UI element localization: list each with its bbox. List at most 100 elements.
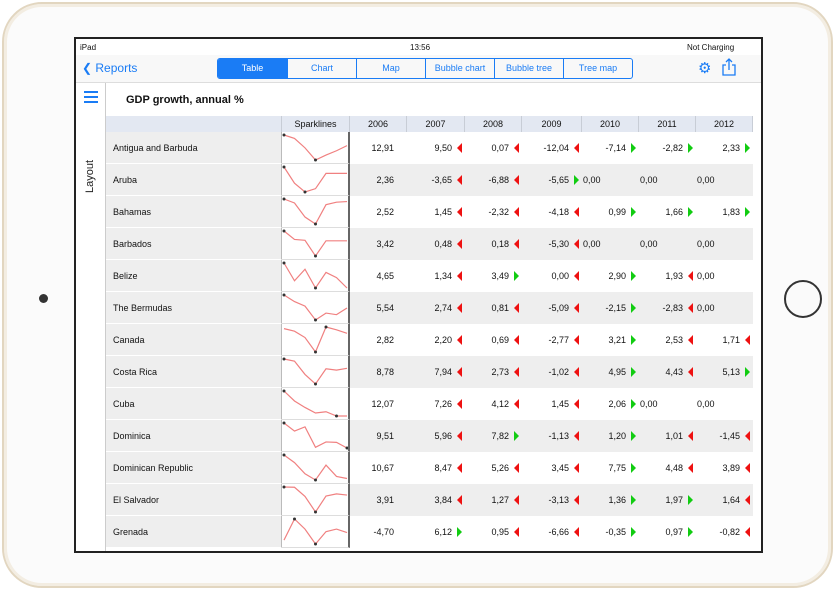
header-year[interactable]: 2011 — [639, 116, 696, 132]
value-cell: 0,00 — [582, 228, 639, 260]
table-row: Aruba 2,36 -3,65 -6,88 -5,65 0,00 0,00 0,00 — [106, 164, 753, 196]
sparkline-point — [282, 229, 286, 233]
value-cell: 1,83 — [696, 196, 753, 228]
value: 0,99 — [608, 207, 626, 217]
home-button[interactable] — [784, 280, 822, 318]
camera — [39, 294, 48, 303]
value-cell: 2,74 — [407, 292, 465, 324]
sparkline-point — [314, 222, 317, 226]
value-cell: 0,00 — [639, 388, 696, 420]
trend-down-icon — [457, 175, 462, 185]
trend-down-icon — [514, 303, 519, 313]
value-cell: 0,97 — [639, 516, 696, 548]
trend-down-icon — [574, 367, 579, 377]
sparkline-line — [283, 358, 348, 385]
sparkline — [282, 324, 350, 356]
trend-down-icon — [574, 527, 579, 537]
tab-bubble-tree[interactable]: Bubble tree — [494, 59, 563, 78]
value: 0,18 — [491, 239, 509, 249]
trend-down-icon — [514, 367, 519, 377]
country-name: Belize — [106, 260, 282, 292]
trend-down-icon — [514, 207, 519, 217]
sparkline-point — [282, 165, 286, 169]
sparkline-chart — [282, 389, 347, 418]
sparkline — [282, 164, 350, 196]
sparkline — [282, 388, 350, 420]
header-year[interactable]: 2006 — [350, 116, 407, 132]
value-cell: 0,00 — [639, 164, 696, 196]
layout-tab[interactable]: Layout — [84, 159, 96, 193]
country-name: Barbados — [106, 228, 282, 260]
back-label: Reports — [95, 61, 138, 75]
value-cell: 4,95 — [582, 356, 639, 388]
header-year[interactable]: 2009 — [522, 116, 582, 132]
trend-down-icon — [574, 495, 579, 505]
trend-down-icon — [574, 399, 579, 409]
value: 1,34 — [434, 271, 452, 281]
table-row: Barbados 3,42 0,48 0,18 -5,30 0,00 0,00 0,00 — [106, 228, 753, 260]
trend-down-icon — [688, 335, 693, 345]
header-year[interactable]: 2012 — [696, 116, 753, 132]
tab-chart[interactable]: Chart — [287, 59, 356, 78]
trend-down-icon — [457, 143, 462, 153]
tab-tree-map[interactable]: Tree map — [563, 59, 632, 78]
sparkline-chart — [282, 165, 347, 194]
value: 1,45 — [551, 399, 569, 409]
trend-down-icon — [745, 431, 750, 441]
value-cell: 3,21 — [582, 324, 639, 356]
value: -2,77 — [548, 335, 569, 345]
sparkline-point — [324, 325, 328, 329]
sparkline-chart — [282, 453, 348, 482]
status-bar: iPad 13:56 Not Charging — [76, 39, 761, 55]
trend-down-icon — [688, 271, 693, 281]
value-cell: 1,97 — [639, 484, 696, 516]
trend-up-icon — [631, 463, 636, 473]
tab-bubble-chart[interactable]: Bubble chart — [425, 59, 494, 78]
share-icon[interactable] — [722, 58, 736, 76]
value-cell: -5,09 — [522, 292, 582, 324]
trend-down-icon — [514, 399, 519, 409]
value-cell: 5,13 — [696, 356, 753, 388]
sparkline — [282, 132, 350, 164]
value-cell: -2,83 — [639, 292, 696, 324]
value-cell: 5,96 — [407, 420, 465, 452]
trend-down-icon — [745, 527, 750, 537]
sparkline — [282, 356, 350, 388]
value-cell: 8,47 — [407, 452, 465, 484]
trend-up-icon — [631, 271, 636, 281]
sparkline-line — [283, 230, 347, 258]
header-year[interactable]: 2010 — [582, 116, 639, 132]
tab-map[interactable]: Map — [356, 59, 425, 78]
value: 3,49 — [491, 271, 509, 281]
table-row: Bahamas 2,52 1,45 -2,32 -4,18 0,99 1,66 1,83 — [106, 196, 753, 228]
trend-down-icon — [574, 239, 579, 249]
screen: iPad 13:56 Not Charging ❮ Reports Table C… — [74, 37, 763, 553]
back-button[interactable]: ❮ Reports — [82, 61, 137, 75]
value: 2,52 — [376, 207, 394, 217]
value: -5,30 — [548, 239, 569, 249]
value: 6,12 — [434, 527, 452, 537]
value-cell: -1,45 — [696, 420, 753, 452]
tab-table[interactable]: Table — [218, 59, 287, 78]
sparkline-point — [282, 453, 286, 457]
trend-up-icon — [631, 303, 636, 313]
trend-down-icon — [514, 335, 519, 345]
value-cell: 1,64 — [696, 484, 753, 516]
menu-icon[interactable] — [84, 91, 98, 106]
sparkline-point — [314, 286, 317, 290]
sparkline-chart — [282, 133, 348, 162]
sparkline-point — [335, 414, 338, 418]
header-year[interactable]: 2007 — [407, 116, 465, 132]
value: 0,07 — [491, 143, 509, 153]
value-cell: 1,36 — [582, 484, 639, 516]
value-cell: -6,88 — [465, 164, 522, 196]
header-year[interactable]: 2008 — [465, 116, 522, 132]
sparkline-line — [283, 198, 348, 225]
country-name: Bahamas — [106, 196, 282, 228]
sparkline — [282, 420, 350, 452]
gear-icon[interactable]: ⚙ — [698, 60, 712, 77]
value: 1,36 — [608, 495, 626, 505]
value-cell: 0,00 — [696, 260, 753, 292]
header-sparklines[interactable]: Sparklines — [282, 116, 350, 132]
value-cell: 1,71 — [696, 324, 753, 356]
